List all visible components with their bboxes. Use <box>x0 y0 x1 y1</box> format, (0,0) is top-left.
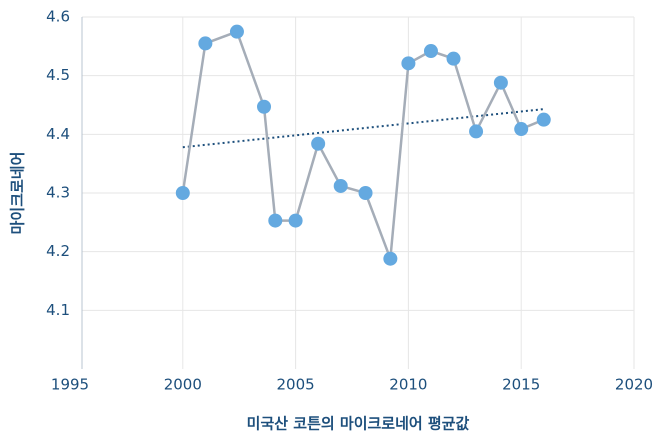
y-tick-label: 4.3 <box>46 184 70 202</box>
y-axis-label: 마이크로네어 <box>9 152 27 235</box>
y-tick-label: 4.5 <box>46 66 70 84</box>
point <box>493 75 508 90</box>
trend-line <box>182 108 544 149</box>
series-line <box>181 30 545 260</box>
point <box>514 122 529 137</box>
x-tick-label: 2005 <box>277 376 315 394</box>
y-tick-label: 4.4 <box>46 125 70 143</box>
point <box>268 213 283 228</box>
point <box>358 186 373 200</box>
x-tick-label: 1995 <box>51 376 89 394</box>
point <box>333 178 348 193</box>
point <box>257 99 272 114</box>
x-tick-label: 2020 <box>615 376 653 394</box>
point <box>469 124 484 139</box>
point <box>423 44 438 59</box>
point <box>383 251 398 266</box>
point <box>446 51 461 66</box>
point <box>401 56 416 71</box>
x-tick-label: 2010 <box>389 376 427 394</box>
x-tick-label: 2015 <box>502 376 540 394</box>
point <box>229 24 244 39</box>
point <box>311 136 326 151</box>
point <box>536 112 551 127</box>
point <box>288 213 303 228</box>
x-tick-label: 2000 <box>164 376 202 394</box>
x-axis-label: 미국산 코튼의 마이크로네어 평균값 <box>247 415 470 433</box>
point <box>175 186 190 200</box>
point <box>198 36 213 51</box>
y-tick-label: 4.1 <box>46 301 70 319</box>
y-tick-label: 4.6 <box>46 8 70 26</box>
y-tick-label: 4.2 <box>46 242 70 260</box>
